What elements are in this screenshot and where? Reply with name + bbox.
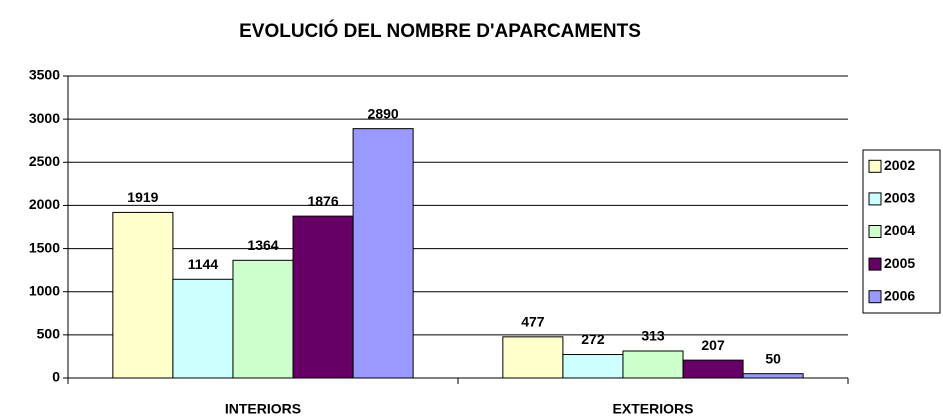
y-tick-label: 500 [37, 326, 61, 342]
x-tick-label: EXTERIORS [613, 401, 694, 417]
legend-swatch [868, 192, 882, 206]
y-tick-label: 1000 [29, 282, 60, 298]
bar [232, 259, 294, 379]
data-label: 2890 [368, 105, 399, 121]
legend-swatch [868, 159, 882, 173]
bar [622, 350, 684, 379]
bar [112, 211, 174, 379]
legend-swatch [868, 225, 882, 238]
bar [352, 128, 414, 379]
legend-label: 2005 [884, 255, 915, 271]
bar [172, 278, 234, 379]
data-label: 313 [641, 328, 665, 344]
legend-label: 2004 [884, 222, 915, 238]
data-label: 207 [701, 337, 725, 353]
bar [292, 215, 354, 379]
bar [502, 336, 564, 379]
legend-swatch [868, 290, 882, 304]
legend-label: 2006 [884, 287, 915, 303]
data-label: 1364 [247, 237, 278, 253]
data-label: 272 [581, 331, 605, 347]
bar [682, 359, 744, 379]
x-tick-label: INTERIORS [225, 401, 301, 417]
data-label: 1919 [127, 189, 158, 205]
bar [562, 354, 624, 379]
y-tick-label: 2500 [29, 153, 60, 169]
y-tick-label: 3000 [29, 110, 60, 126]
y-tick-label: 0 [52, 369, 60, 385]
data-label: 477 [521, 314, 545, 330]
y-tick-label: 2000 [29, 196, 60, 212]
bar [742, 373, 804, 379]
legend-swatch [868, 257, 882, 271]
data-label: 50 [765, 350, 781, 366]
y-tick-label: 1500 [29, 239, 60, 255]
legend-label: 2002 [884, 157, 915, 173]
chart-title: EVOLUCIÓ DEL NOMBRE D'APARCAMENTS [239, 20, 641, 42]
data-label: 1144 [188, 256, 219, 272]
legend-label: 2003 [884, 190, 915, 206]
data-label: 1876 [307, 193, 338, 209]
y-tick-label: 3500 [29, 67, 60, 83]
